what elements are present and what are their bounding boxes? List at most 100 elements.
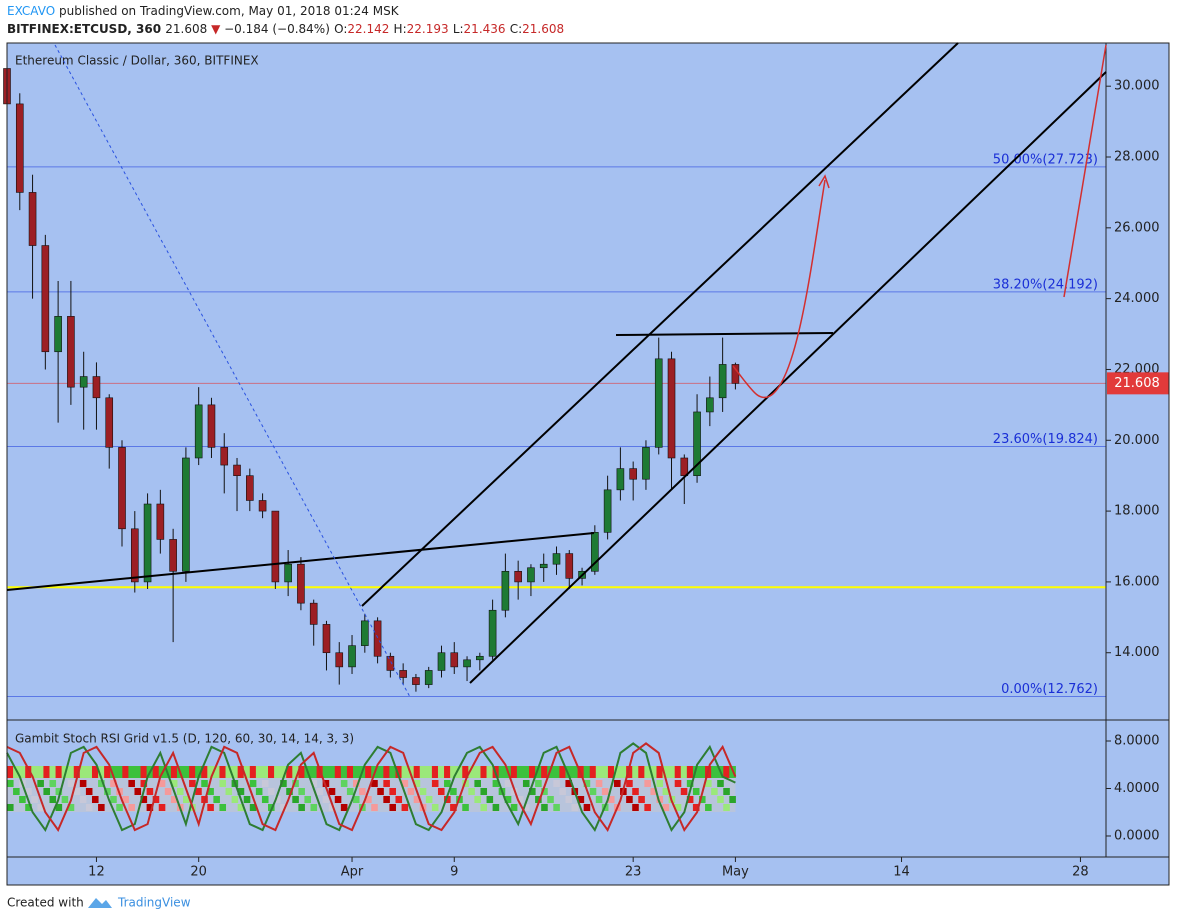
author[interactable]: EXCAVO bbox=[7, 4, 55, 18]
grid-cell bbox=[371, 804, 378, 811]
grid-cell bbox=[553, 804, 560, 811]
x-tick-label: 12 bbox=[88, 865, 105, 880]
grid-cell bbox=[243, 796, 251, 803]
candle-body bbox=[616, 468, 625, 491]
grid-cell bbox=[79, 766, 87, 778]
grid-cell bbox=[601, 766, 609, 778]
grid-cell bbox=[328, 788, 336, 795]
candle-body bbox=[591, 532, 599, 572]
grid-cell bbox=[711, 788, 718, 795]
grid-cell bbox=[298, 766, 305, 778]
candle-body bbox=[527, 567, 535, 583]
grid-cell bbox=[662, 766, 670, 778]
candle-body bbox=[322, 624, 331, 654]
grid-cell bbox=[431, 766, 439, 778]
grid-cell bbox=[359, 788, 366, 795]
grid-cell bbox=[389, 766, 396, 778]
candle-body bbox=[67, 316, 75, 388]
grid-cell bbox=[98, 804, 105, 811]
c-label: C: bbox=[510, 22, 522, 36]
grid-cell bbox=[480, 804, 488, 811]
grid-cell bbox=[189, 780, 196, 787]
candle-body bbox=[693, 411, 701, 476]
grid-cell bbox=[365, 766, 372, 778]
grid-cell bbox=[553, 780, 560, 787]
grid-cell bbox=[128, 804, 135, 811]
grid-cell bbox=[183, 766, 190, 778]
grid-cell bbox=[152, 766, 160, 778]
grid-cell bbox=[674, 804, 682, 811]
grid-cell bbox=[237, 788, 245, 795]
grid-cell bbox=[98, 766, 105, 778]
grid-cell bbox=[541, 766, 548, 778]
grid-cell bbox=[541, 804, 548, 811]
footer-brand[interactable]: TradingView bbox=[117, 896, 191, 910]
grid-cell bbox=[431, 780, 439, 787]
grid-cell bbox=[705, 804, 712, 811]
grid-cell bbox=[292, 796, 299, 803]
candle-body bbox=[514, 570, 522, 583]
projection-curve bbox=[732, 179, 826, 399]
grid-cell bbox=[298, 804, 305, 811]
grid-cell bbox=[450, 788, 457, 795]
grid-cell bbox=[395, 796, 403, 803]
y-tick-label: 20.000 bbox=[1114, 433, 1160, 448]
grid-cell bbox=[711, 766, 718, 778]
candle-body bbox=[386, 655, 395, 671]
candle-body bbox=[680, 457, 689, 476]
grid-cell bbox=[632, 788, 639, 795]
candle-body bbox=[539, 563, 548, 569]
grid-cell bbox=[195, 766, 202, 778]
grid-cell bbox=[413, 766, 421, 778]
grid-cell bbox=[723, 788, 730, 795]
grid-cell bbox=[644, 804, 651, 811]
grid-cell bbox=[614, 780, 621, 787]
grid-cell bbox=[680, 766, 688, 778]
grid-cell bbox=[692, 766, 700, 778]
x-tick-label: 9 bbox=[450, 865, 458, 880]
y-tick-label: 16.000 bbox=[1114, 574, 1160, 589]
grid-cell bbox=[626, 780, 633, 787]
grid-cell bbox=[516, 796, 524, 803]
candle-body bbox=[654, 358, 663, 448]
grid-cell bbox=[213, 796, 220, 803]
grid-cell bbox=[91, 796, 99, 803]
fib-label: 23.60%(19.824) bbox=[993, 432, 1098, 447]
grid-cell bbox=[73, 788, 81, 795]
candle-body bbox=[246, 475, 254, 501]
grid-cell bbox=[535, 780, 542, 787]
candle-body bbox=[373, 620, 382, 657]
grid-cell bbox=[201, 766, 208, 778]
grid-cell bbox=[559, 788, 566, 795]
grid-cell bbox=[401, 766, 409, 778]
grid-cell bbox=[656, 780, 664, 787]
grid-cell bbox=[450, 804, 457, 811]
grid-cell bbox=[280, 804, 287, 811]
grid-cell bbox=[444, 766, 451, 778]
grid-cell bbox=[504, 796, 512, 803]
grid-cell bbox=[67, 804, 75, 811]
grid-cell bbox=[674, 780, 682, 787]
channel-lower bbox=[469, 71, 1107, 684]
grid-cell bbox=[225, 788, 233, 795]
grid-cell bbox=[170, 766, 178, 778]
y-tick-label: 0.0000 bbox=[1114, 828, 1160, 843]
grid-cell bbox=[85, 804, 93, 811]
plot-layer: 14.00016.00018.00020.00022.00024.00026.0… bbox=[3, 50, 1169, 880]
grid-cell bbox=[110, 780, 117, 787]
stoch-line bbox=[6, 742, 736, 833]
grid-cell bbox=[292, 780, 299, 787]
y-tick-label: 26.000 bbox=[1114, 220, 1160, 235]
grid-cell bbox=[662, 804, 670, 811]
grid-cell bbox=[346, 788, 354, 795]
candle-body bbox=[309, 602, 318, 625]
grid-cell bbox=[110, 796, 117, 803]
h-label: H: bbox=[394, 22, 407, 36]
candle-body bbox=[143, 503, 152, 583]
candle-body bbox=[207, 404, 216, 448]
grid-cell bbox=[419, 788, 427, 795]
grid-cell bbox=[189, 766, 196, 778]
arrow-head bbox=[818, 174, 830, 189]
grid-cell bbox=[261, 780, 269, 787]
grid-cell bbox=[601, 788, 609, 795]
